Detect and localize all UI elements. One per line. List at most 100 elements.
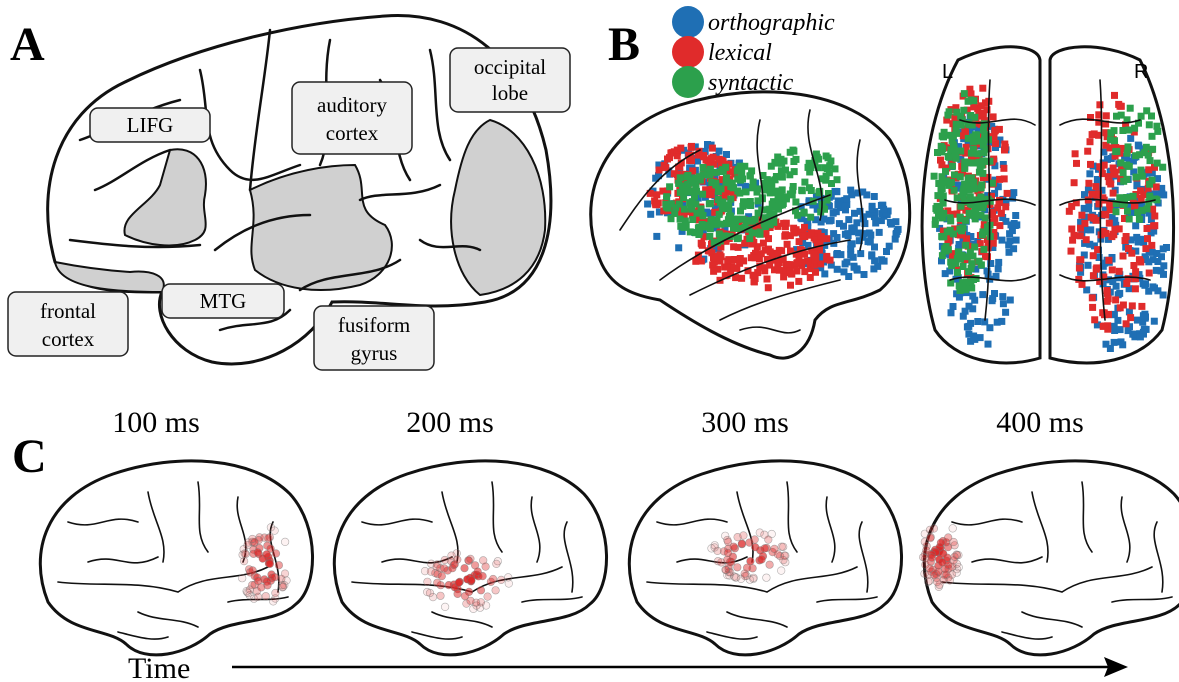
activation-voxel	[871, 193, 878, 200]
activation-voxel	[1125, 143, 1132, 150]
legend-label: orthographic	[708, 10, 835, 36]
activation-voxel	[1141, 282, 1148, 289]
activation-voxel	[751, 278, 758, 285]
activation-voxel	[830, 210, 837, 217]
activation-dot	[275, 561, 283, 569]
activation-voxel	[719, 204, 726, 211]
activation-voxel	[827, 158, 834, 165]
activation-voxel	[791, 229, 798, 236]
region-label: cortex	[42, 327, 95, 351]
region-label: LIFG	[127, 113, 174, 137]
activation-voxel	[819, 175, 826, 182]
activation-voxel	[1105, 311, 1112, 318]
activation-voxel	[783, 195, 790, 202]
activation-voxel	[834, 266, 841, 273]
activation-voxel	[949, 163, 956, 170]
activation-voxel	[996, 126, 1003, 133]
activation-voxel	[778, 156, 785, 163]
activation-voxel	[1146, 181, 1153, 188]
activation-voxel	[995, 259, 1002, 266]
activation-voxel	[1151, 222, 1158, 229]
activation-voxel	[842, 203, 849, 210]
activation-voxel	[801, 179, 808, 186]
activation-voxel	[953, 109, 960, 116]
activation-voxel	[953, 155, 960, 162]
activation-dot	[262, 592, 270, 600]
activation-voxel	[695, 224, 702, 231]
activation-voxel	[1154, 287, 1161, 294]
activation-voxel	[1132, 222, 1139, 229]
activation-dot	[267, 524, 275, 532]
activation-dot	[454, 556, 462, 564]
activation-voxel	[755, 197, 762, 204]
activation-dot	[279, 583, 287, 591]
activation-dot	[774, 551, 782, 559]
activation-voxel	[965, 175, 972, 182]
activation-voxel	[985, 341, 992, 348]
activation-voxel	[861, 271, 868, 278]
activation-voxel	[1132, 275, 1139, 282]
activation-voxel	[1126, 163, 1133, 170]
activation-voxel	[1151, 318, 1158, 325]
activation-voxel	[1138, 303, 1145, 310]
activation-voxel	[1002, 203, 1009, 210]
activation-voxel	[1135, 142, 1142, 149]
activation-dot	[492, 587, 500, 595]
activation-voxel	[851, 264, 858, 271]
activation-voxel	[1127, 314, 1134, 321]
axis-label: Time	[128, 652, 190, 682]
activation-voxel	[954, 269, 961, 276]
activation-voxel	[880, 206, 887, 213]
activation-voxel	[950, 303, 957, 310]
activation-dot	[777, 567, 785, 575]
activation-voxel	[724, 264, 731, 271]
activation-voxel	[1135, 239, 1142, 246]
activation-voxel	[1149, 146, 1156, 153]
activation-dot	[440, 565, 448, 573]
activation-voxel	[1124, 150, 1131, 157]
activation-voxel	[644, 201, 651, 208]
activation-voxel	[725, 206, 732, 213]
activation-voxel	[1146, 270, 1153, 277]
activation-voxel	[948, 179, 955, 186]
region-label: cortex	[326, 121, 379, 145]
activation-voxel	[964, 159, 971, 166]
activation-voxel	[1116, 268, 1123, 275]
activation-dot	[928, 554, 936, 562]
activation-dot	[265, 535, 273, 543]
activation-voxel	[1004, 190, 1011, 197]
activation-voxel	[1103, 112, 1110, 119]
activation-voxel	[1087, 226, 1094, 233]
activation-voxel	[742, 188, 749, 195]
activation-voxel	[1138, 167, 1145, 174]
activation-dot	[461, 564, 469, 572]
activation-voxel	[1149, 133, 1156, 140]
activation-voxel	[970, 160, 977, 167]
activation-voxel	[1113, 208, 1120, 215]
activation-voxel	[1072, 150, 1079, 157]
activation-dot	[758, 556, 766, 564]
activation-voxel	[760, 240, 767, 247]
activation-voxel	[1088, 191, 1095, 198]
activation-voxel	[1127, 105, 1134, 112]
activation-voxel	[714, 217, 721, 224]
activation-dot	[242, 550, 250, 558]
activation-voxel	[1163, 244, 1170, 251]
activation-voxel	[1153, 250, 1160, 257]
activation-voxel	[946, 132, 953, 139]
legend-label: lexical	[708, 40, 772, 66]
activation-voxel	[653, 191, 660, 198]
activation-voxel	[967, 193, 974, 200]
activation-voxel	[996, 176, 1003, 183]
activation-voxel	[710, 254, 717, 261]
activation-voxel	[948, 262, 955, 269]
activation-voxel	[1076, 256, 1083, 263]
activation-dot	[919, 553, 927, 561]
activation-voxel	[985, 229, 992, 236]
activation-dot	[465, 557, 473, 565]
activation-dot	[763, 574, 771, 582]
activation-voxel	[752, 254, 759, 261]
activation-voxel	[1130, 262, 1137, 269]
activation-voxel	[965, 268, 972, 275]
activation-voxel	[978, 102, 985, 109]
